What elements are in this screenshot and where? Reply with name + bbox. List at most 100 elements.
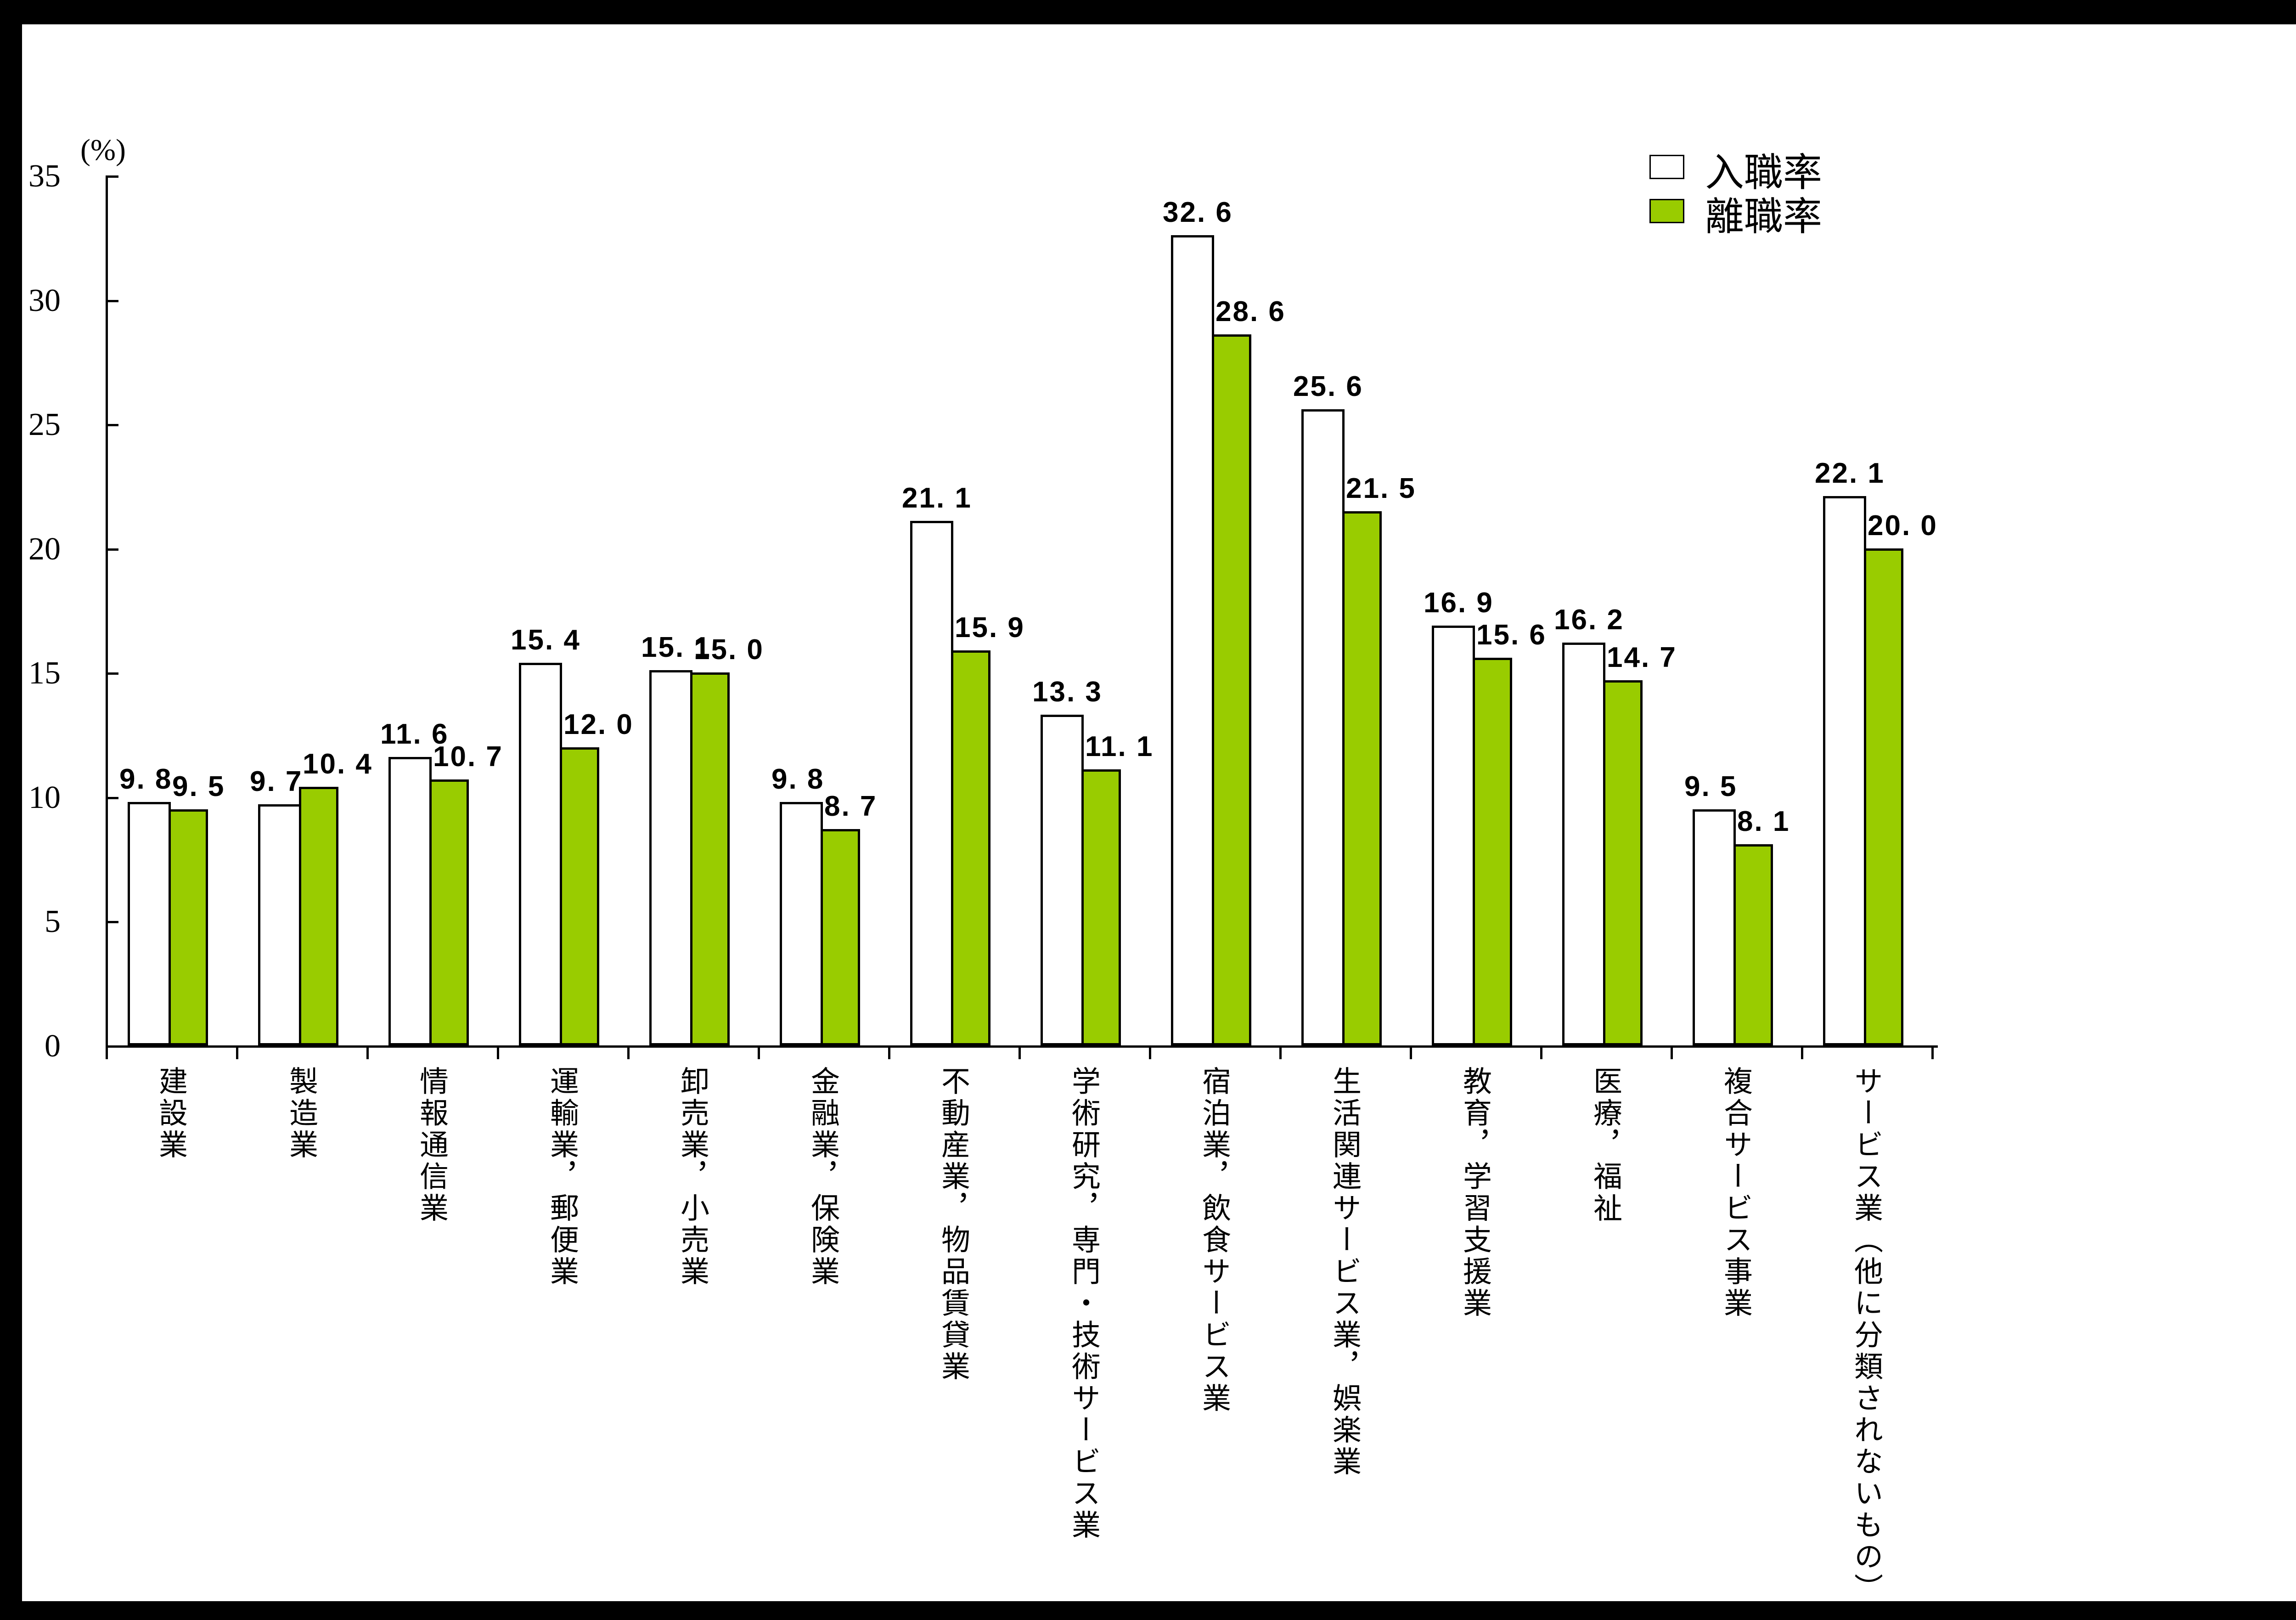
- legend-swatch-hire-rate: [1649, 155, 1684, 179]
- separation-rate-value-label: 12. 0: [563, 708, 634, 740]
- hire-rate-bar: [780, 802, 823, 1045]
- y-axis-unit-label: (%): [80, 133, 126, 167]
- y-axis-tick: [106, 299, 118, 302]
- category-label: 建設業: [155, 1066, 187, 1161]
- y-axis-tick: [106, 921, 118, 924]
- x-axis-category-tick: [236, 1045, 238, 1059]
- x-axis-category-tick: [627, 1045, 630, 1059]
- separation-rate-bar: [429, 779, 469, 1045]
- hire-rate-bar: [258, 804, 301, 1045]
- category-label: 運輸業，郵便業: [546, 1066, 578, 1288]
- separation-rate-value-label: 9. 5: [172, 770, 225, 802]
- x-axis-category-tick: [1149, 1045, 1151, 1059]
- hire-rate-value-label: 22. 1: [1815, 457, 1885, 490]
- y-axis-tick-label: 20: [28, 531, 61, 567]
- y-axis-tick-label: 15: [28, 655, 61, 691]
- separation-rate-value-label: 15. 0: [694, 634, 764, 666]
- y-axis-tick-label: 0: [45, 1028, 61, 1064]
- category-label: 卸売業，小売業: [676, 1066, 709, 1288]
- category-label: サービス業（他に分類されないもの）: [1850, 1066, 1882, 1605]
- separation-rate-value-label: 10. 7: [433, 741, 503, 773]
- hire-rate-value-label: 9. 5: [1684, 770, 1738, 802]
- separation-rate-value-label: 21. 5: [1346, 472, 1416, 504]
- hire-rate-value-label: 9. 8: [771, 763, 825, 795]
- separation-rate-value-label: 11. 1: [1085, 731, 1154, 763]
- category-label: 製造業: [285, 1066, 317, 1161]
- hire-rate-bar: [388, 757, 432, 1045]
- hire-rate-value-label: 13. 3: [1032, 676, 1103, 708]
- hire-rate-bar: [1301, 409, 1345, 1045]
- y-axis-tick: [106, 175, 118, 178]
- separation-rate-bar: [169, 809, 208, 1045]
- hire-rate-bar: [1823, 496, 1866, 1045]
- y-axis-tick: [106, 796, 118, 799]
- x-axis-category-tick: [106, 1045, 108, 1059]
- separation-rate-bar: [690, 672, 730, 1045]
- y-axis-line: [106, 175, 108, 1048]
- x-axis-category-tick: [1931, 1045, 1934, 1059]
- hire-rate-bar: [519, 662, 562, 1045]
- hire-rate-value-label: 21. 1: [902, 482, 972, 514]
- separation-rate-value-label: 28. 6: [1216, 296, 1286, 328]
- legend-swatch-separation-rate: [1649, 199, 1684, 223]
- y-axis-tick-label: 10: [28, 779, 61, 815]
- category-label: 宿泊業，飲食サービス業: [1198, 1066, 1230, 1415]
- separation-rate-value-label: 20. 0: [1868, 509, 1938, 542]
- hire-rate-bar: [1171, 235, 1214, 1045]
- category-label: 情報通信業: [416, 1066, 448, 1225]
- separation-rate-bar: [299, 787, 338, 1045]
- hire-rate-bar: [910, 521, 953, 1045]
- separation-rate-value-label: 8. 7: [824, 790, 878, 823]
- hire-rate-value-label: 11. 6: [380, 718, 449, 751]
- x-axis-category-tick: [1410, 1045, 1412, 1059]
- x-axis-category-tick: [758, 1045, 760, 1059]
- category-label: 複合サービス事業: [1720, 1066, 1752, 1320]
- legend-label-separation-rate: 離職率: [1705, 196, 1823, 239]
- hire-rate-value-label: 16. 2: [1554, 604, 1624, 636]
- y-axis-tick: [106, 672, 118, 675]
- separation-rate-bar: [1603, 680, 1643, 1045]
- separation-rate-bar: [951, 650, 990, 1045]
- separation-rate-bar: [1864, 548, 1903, 1045]
- category-label: 学術研究，専門・技術サービス業: [1068, 1066, 1100, 1541]
- y-axis-tick: [106, 1045, 118, 1048]
- category-label: 医療，福祉: [1589, 1066, 1621, 1225]
- separation-rate-bar: [1342, 511, 1382, 1045]
- separation-rate-bar: [560, 747, 599, 1045]
- x-axis-category-tick: [1019, 1045, 1021, 1059]
- x-axis-line: [106, 1045, 1938, 1048]
- separation-rate-value-label: 10. 4: [303, 748, 373, 780]
- x-axis-category-tick: [497, 1045, 499, 1059]
- hire-rate-bar: [128, 802, 171, 1045]
- x-axis-category-tick: [1279, 1045, 1282, 1059]
- hire-rate-value-label: 32. 6: [1163, 197, 1233, 228]
- hire-rate-bar: [1693, 809, 1736, 1045]
- hire-rate-bar: [1041, 715, 1084, 1045]
- hire-rate-bar: [1432, 625, 1475, 1045]
- x-axis-category-tick: [1540, 1045, 1542, 1059]
- separation-rate-value-label: 15. 6: [1476, 619, 1547, 651]
- category-label: 教育，学習支援業: [1459, 1066, 1491, 1320]
- hire-rate-value-label: 9. 8: [119, 763, 173, 795]
- x-axis-category-tick: [888, 1045, 890, 1059]
- hire-rate-value-label: 16. 9: [1424, 587, 1494, 619]
- hire-rate-bar: [649, 670, 692, 1045]
- x-axis-category-tick: [1801, 1045, 1803, 1059]
- y-axis-tick: [106, 424, 118, 427]
- separation-rate-bar: [1473, 657, 1512, 1045]
- separation-rate-bar: [1081, 769, 1121, 1045]
- y-axis-tick-label: 5: [45, 904, 61, 940]
- hire-rate-value-label: 25. 6: [1293, 370, 1363, 402]
- y-axis-tick: [106, 548, 118, 551]
- separation-rate-value-label: 15. 9: [955, 611, 1025, 643]
- hire-rate-bar: [1562, 643, 1605, 1045]
- separation-rate-bar: [1212, 334, 1251, 1045]
- x-axis-category-tick: [1671, 1045, 1673, 1059]
- hire-rate-value-label: 9. 7: [250, 766, 303, 798]
- separation-rate-value-label: 14. 7: [1607, 641, 1677, 673]
- legend-label-hire-rate: 入職率: [1705, 152, 1823, 195]
- y-axis-tick-label: 25: [28, 407, 61, 443]
- category-label: 金融業，保険業: [807, 1066, 839, 1288]
- bar-chart: (%) 35 30 25 20 15 10 5 0 9. 8 9. 5 建設業 9. 7 10. 4 製造…: [22, 24, 2296, 1605]
